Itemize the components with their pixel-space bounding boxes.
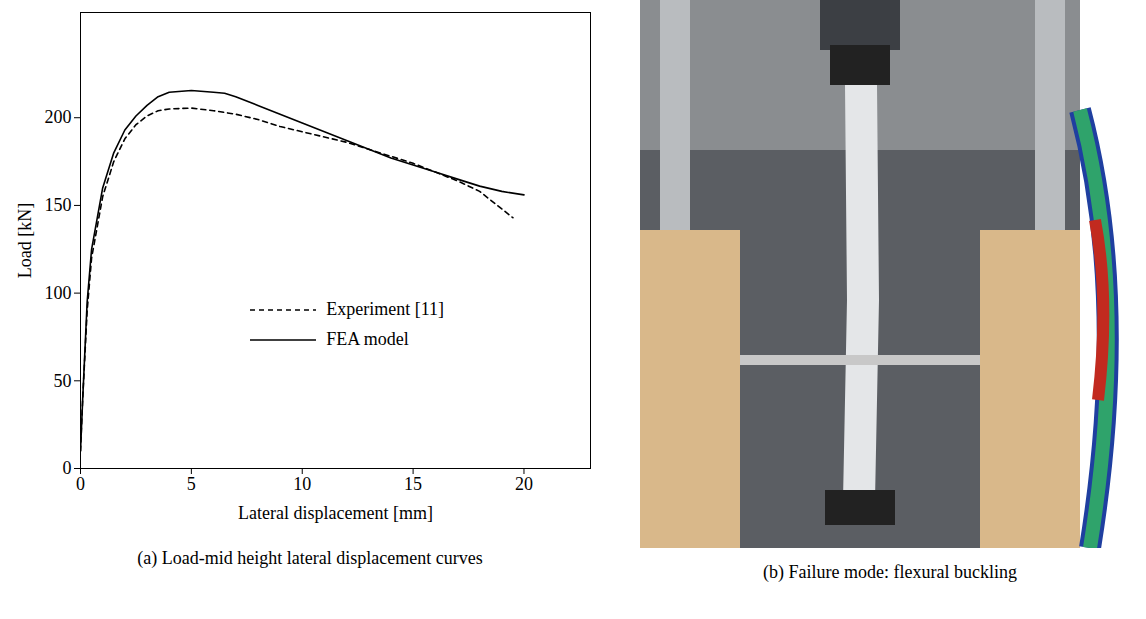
svg-text:0: 0 (76, 474, 85, 494)
svg-text:Load [kN]: Load [kN] (15, 203, 35, 278)
html-text:Experiment [11]: Experiment [11] (326, 299, 445, 320)
svg-text:200: 200 (45, 107, 72, 127)
svg-text:100: 100 (45, 283, 72, 303)
svg-text:Lateral displacement [mm]: Lateral displacement [mm] (238, 503, 433, 523)
html-text:FEA model: FEA model (326, 329, 409, 350)
html-text:(a) Load-mid height lateral di: (a) Load-mid height lateral displacement… (137, 548, 483, 568)
svg-text:150: 150 (45, 195, 72, 215)
svg-text:5: 5 (187, 474, 196, 494)
svg-text:15: 15 (404, 474, 422, 494)
html-text:(b) Failure mode: flexural buc: (b) Failure mode: flexural buckling (763, 562, 1017, 582)
svg-text:10: 10 (293, 474, 311, 494)
svg-text:0: 0 (63, 458, 72, 478)
svg-text:50: 50 (54, 371, 72, 391)
svg-text:20: 20 (515, 474, 533, 494)
